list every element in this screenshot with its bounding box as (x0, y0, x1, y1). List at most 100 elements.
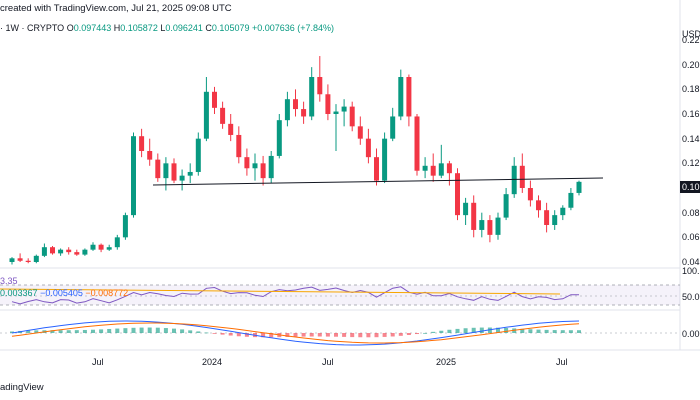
time-label-jul-2024: Jul (322, 357, 334, 367)
price-tick-label: 0.08 (682, 207, 700, 218)
price-tick-label: 0.16 (682, 109, 700, 119)
macd-histogram-bar (10, 331, 14, 333)
rsi-value: 3.35 (0, 276, 18, 286)
macd-histogram-bar (358, 333, 363, 338)
macd-histogram-bar (455, 328, 460, 333)
candle-body (495, 217, 501, 235)
candle-body (463, 202, 469, 216)
macd-histogram-bar (180, 329, 185, 333)
created-text: created with TradingView.com, Jul 21, 20… (0, 3, 232, 14)
macd-histogram-bar (220, 333, 225, 335)
macd-histogram-bar (147, 327, 152, 333)
candle-body (33, 255, 39, 262)
macd-histogram-bar (99, 329, 104, 333)
candle-body (50, 247, 55, 254)
macd-histogram-bar (350, 333, 355, 338)
candle-body (155, 159, 161, 179)
candle-body (511, 165, 517, 195)
symbol-legend: · 1W · CRYPTO O0.097443 H0.105872 L0.096… (0, 23, 335, 33)
brand-logo: adingView (0, 382, 44, 393)
low-label: L (160, 23, 166, 33)
macd-histogram-bar (552, 330, 557, 333)
macd-signal-line (11, 322, 580, 344)
candle-body (293, 99, 298, 110)
candle-body (122, 215, 128, 238)
candle-body (317, 77, 323, 95)
candle-body (212, 91, 217, 108)
macd-histogram-bar (479, 327, 484, 333)
candle-body (430, 165, 436, 176)
time-label-2024: 2024 (202, 357, 223, 367)
candle-body (341, 106, 347, 112)
macd-histogram-bar (415, 333, 419, 335)
candle-body (187, 171, 193, 176)
candle-body (228, 123, 234, 135)
candle-body (82, 249, 88, 255)
candle-body (139, 136, 145, 151)
candle-body (382, 138, 388, 181)
rsi-band (0, 285, 680, 305)
candle-body (527, 188, 533, 201)
interval-label[interactable]: 1W (5, 23, 20, 33)
macd-histogram-bar (504, 328, 509, 333)
candle-body (349, 106, 355, 127)
close-label: C (205, 23, 212, 33)
macd-histogram-bar (123, 328, 128, 333)
macd-histogram-bar (285, 333, 290, 337)
close-value: 0.105079 (211, 23, 250, 33)
candle-body (487, 220, 493, 235)
candle-body (179, 175, 185, 181)
macd-line (11, 320, 580, 346)
macd-histogram-bar (334, 333, 338, 337)
macd-histogram-bar (431, 331, 436, 333)
candle-body (536, 200, 541, 211)
candle-body (58, 249, 64, 254)
macd-histogram-bar (536, 329, 541, 333)
candle-body (276, 120, 282, 156)
macd-histogram-bar (58, 330, 63, 333)
price-tick-label: 0.06 (682, 232, 700, 243)
macd-histogram-bar (244, 333, 249, 337)
candle-body (236, 134, 242, 158)
candle-body (131, 136, 136, 216)
macd-histogram-bar (139, 327, 144, 333)
candle-body (90, 244, 96, 250)
candle-body (41, 247, 47, 256)
macd-histogram-bar (34, 330, 39, 333)
macd-histogram-bar (317, 333, 322, 337)
macd-histogram-bar (366, 333, 371, 338)
change-value: +0.007636 (+7.84%) (251, 23, 335, 33)
macd-histogram-bar (155, 327, 160, 333)
high-value: 0.105872 (120, 23, 158, 33)
macd-signal-value: −0.008772 (85, 288, 129, 298)
candle-body (503, 194, 509, 218)
candle-body (268, 155, 274, 179)
candle-body (163, 163, 169, 179)
candle-body (333, 111, 339, 114)
price-tick-label: 0.12 (682, 158, 700, 169)
price-tick-label: 0.20 (682, 59, 700, 70)
macd-histogram-bar (196, 331, 201, 333)
macd-histogram-bar (496, 327, 500, 333)
time-label-jul-2023: Jul (92, 357, 104, 367)
candle-body (9, 258, 15, 262)
candle-body (203, 91, 209, 139)
macd-line-value: −0.005405 (40, 288, 83, 298)
candle-body (519, 165, 525, 188)
rsi-mid-tick: 50.0 (682, 292, 700, 302)
candle-body (374, 157, 379, 181)
macd-histogram-bar (131, 327, 136, 333)
price-tick-label: 0.14 (682, 133, 700, 144)
exchange-label: CRYPTO (27, 23, 65, 33)
macd-histogram-bar (236, 333, 241, 337)
macd-histogram-bar (390, 333, 395, 337)
macd-histogram-bar (82, 329, 87, 333)
macd-histogram-bar (423, 332, 428, 334)
candle-body (365, 138, 371, 158)
price-tick-label: 0.04 (682, 257, 700, 267)
macd-values: 0.003367 −0.005405 −0.008772 (0, 288, 128, 298)
candle-body (17, 258, 23, 261)
macd-histogram-bar (325, 333, 330, 337)
candle-body (446, 163, 452, 174)
